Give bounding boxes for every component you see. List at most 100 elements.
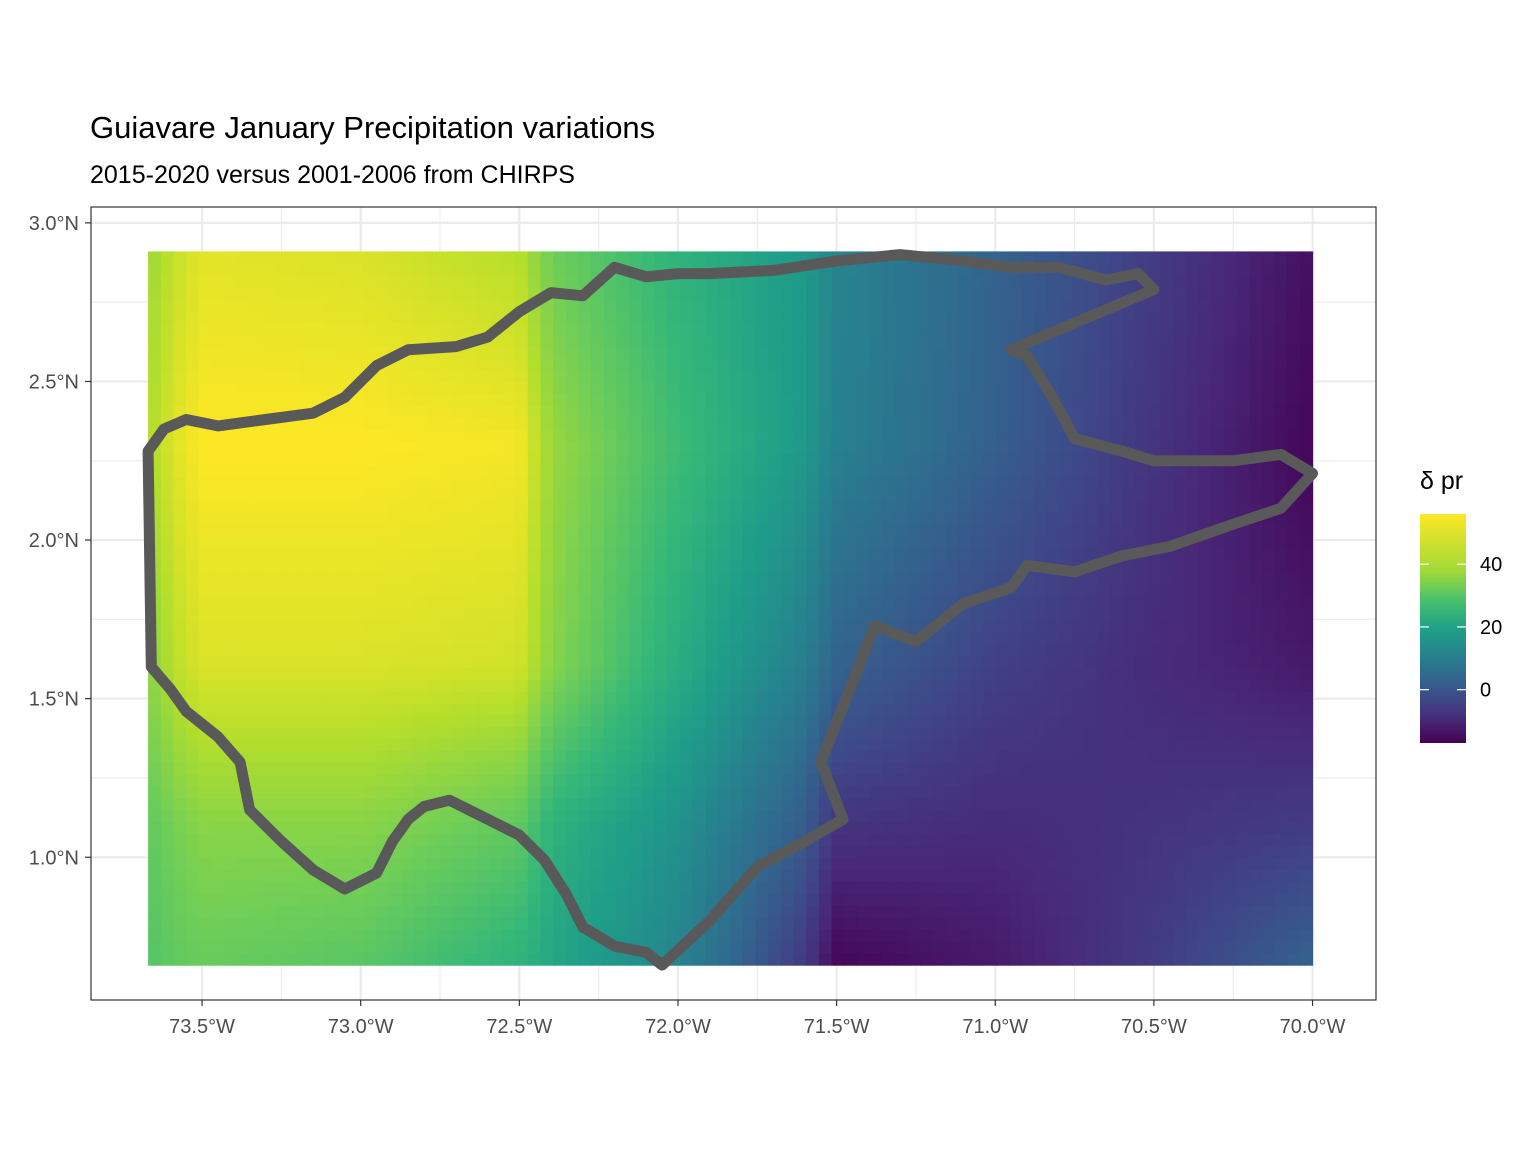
raster-cell: [705, 536, 719, 550]
raster-cell: [375, 822, 390, 835]
raster-cell: [958, 465, 972, 479]
raster-cell: [578, 715, 592, 728]
raster-cell: [1160, 834, 1174, 847]
raster-cell: [616, 798, 630, 812]
raster-cell: [262, 715, 276, 728]
raster-cell: [565, 822, 580, 835]
raster-cell: [1097, 834, 1111, 847]
raster-cell: [211, 822, 225, 835]
raster-cell: [1122, 703, 1136, 716]
raster-cell: [363, 382, 377, 395]
raster-cell: [705, 322, 719, 336]
raster-cell: [1173, 632, 1187, 645]
raster-cell: [1211, 334, 1225, 348]
raster-cell: [515, 667, 529, 681]
raster-cell: [1287, 548, 1301, 562]
raster-cell: [692, 632, 706, 645]
raster-cell: [426, 310, 440, 324]
raster-cell: [1148, 834, 1162, 847]
raster-cell: [641, 881, 655, 895]
raster-cell: [388, 572, 402, 586]
raster-cell: [1059, 715, 1073, 728]
raster-cell: [1059, 251, 1073, 264]
raster-cell: [1223, 798, 1238, 812]
raster-cell: [413, 406, 428, 419]
raster-cell: [970, 822, 985, 835]
raster-cell: [540, 655, 554, 669]
raster-cell: [768, 524, 782, 538]
raster-cell: [1274, 810, 1288, 823]
raster-cell: [1008, 501, 1023, 514]
raster-cell: [160, 786, 175, 800]
raster-cell: [527, 667, 542, 681]
raster-cell: [451, 465, 466, 479]
raster-cell: [489, 370, 504, 383]
raster-cell: [996, 358, 1010, 371]
raster-cell: [1223, 322, 1238, 336]
raster-cell: [1059, 822, 1073, 835]
raster-cell: [1122, 786, 1136, 800]
raster-cell: [1211, 810, 1225, 823]
raster-cell: [705, 441, 719, 455]
raster-cell: [945, 632, 959, 645]
raster-cell: [730, 513, 744, 526]
raster-cell: [629, 477, 643, 490]
raster-cell: [1122, 417, 1136, 431]
raster-cell: [1198, 370, 1212, 383]
raster-cell: [1097, 334, 1111, 348]
raster-cell: [299, 560, 314, 574]
raster-cell: [1211, 513, 1225, 526]
raster-cell: [325, 453, 339, 467]
raster-cell: [667, 858, 681, 871]
raster-cell: [818, 572, 833, 586]
raster-cell: [325, 524, 339, 538]
raster-cell: [553, 548, 567, 562]
raster-cell: [337, 263, 352, 276]
raster-cell: [299, 548, 314, 562]
raster-cell: [641, 667, 655, 681]
raster-cell: [1072, 762, 1086, 776]
raster-cell: [211, 251, 225, 264]
raster-cell: [553, 358, 567, 371]
raster-cell: [363, 774, 377, 788]
raster-cell: [489, 774, 504, 788]
raster-cell: [198, 786, 212, 800]
raster-cell: [882, 298, 896, 312]
raster-cell: [413, 263, 428, 276]
raster-cell: [1236, 786, 1250, 800]
raster-cell: [287, 667, 301, 681]
raster-cell: [451, 727, 466, 740]
raster-cell: [1261, 406, 1276, 419]
raster-cell: [629, 489, 643, 502]
raster-cell: [350, 251, 364, 264]
raster-cell: [1021, 275, 1035, 288]
raster-cell: [1185, 406, 1200, 419]
raster-cell: [996, 869, 1010, 883]
raster-cell: [439, 810, 453, 823]
raster-cell: [1160, 727, 1174, 740]
raster-cell: [1008, 251, 1023, 264]
raster-cell: [1135, 858, 1149, 871]
raster-cell: [793, 524, 807, 538]
raster-cell: [996, 298, 1010, 312]
raster-cell: [692, 858, 706, 871]
raster-cell: [477, 429, 491, 443]
raster-cell: [1274, 406, 1288, 419]
raster-cell: [1059, 858, 1073, 871]
raster-cell: [679, 346, 693, 360]
raster-cell: [882, 429, 896, 443]
raster-cell: [236, 869, 250, 883]
raster-cell: [1223, 406, 1238, 419]
raster-cell: [578, 667, 592, 681]
raster-cell: [692, 394, 706, 407]
raster-cell: [1122, 881, 1136, 895]
raster-cell: [502, 287, 516, 300]
raster-cell: [844, 786, 858, 800]
raster-cell: [287, 287, 301, 300]
raster-cell: [477, 655, 491, 669]
raster-cell: [958, 334, 972, 348]
raster-cell: [793, 394, 807, 407]
raster-cell: [996, 846, 1010, 859]
raster-cell: [224, 822, 238, 835]
raster-cell: [1211, 822, 1225, 835]
